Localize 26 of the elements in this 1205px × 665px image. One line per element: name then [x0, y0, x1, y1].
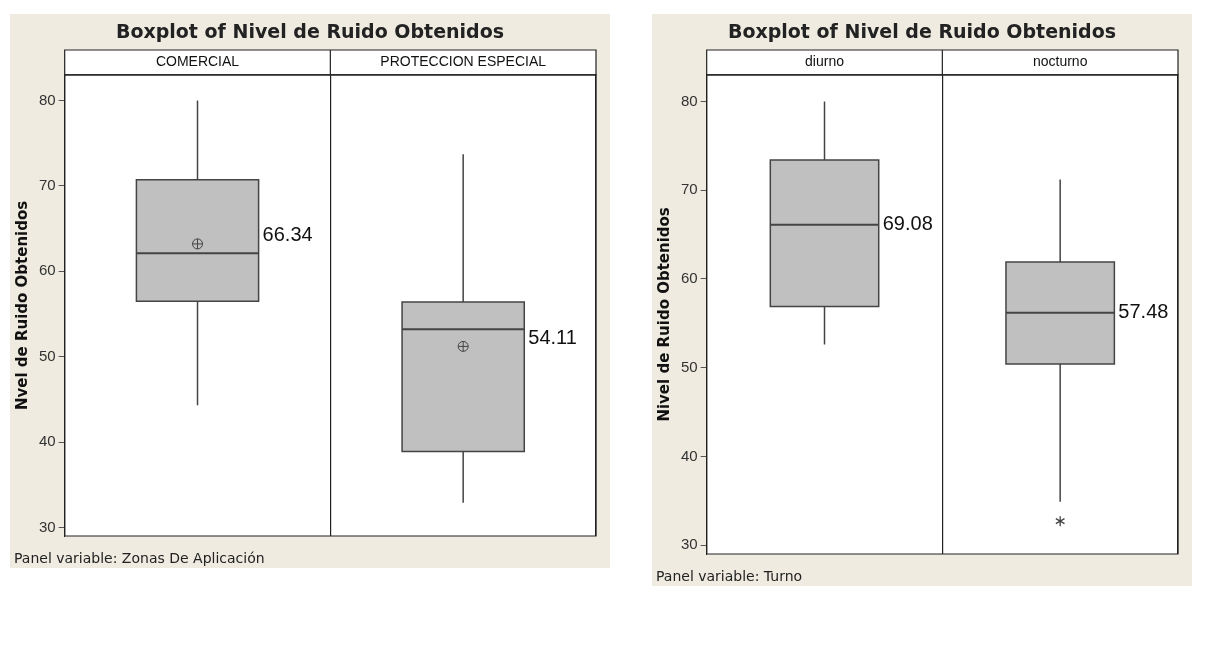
y-tick-label: 60: [39, 261, 56, 279]
chart-title: Boxplot of Nivel de Ruido Obtenidos: [726, 19, 1118, 44]
annotation: 69.08: [882, 212, 933, 235]
y-tick-label: 70: [681, 180, 698, 198]
y-tick-label: 80: [681, 91, 698, 109]
annotation: 57.48: [1118, 300, 1169, 323]
text: Panel variable: Turno: [655, 567, 804, 586]
y-tick-label: 60: [681, 269, 698, 287]
x-tick-label: nocturno: [1032, 53, 1088, 70]
y-axis-title: Nvel de Ruido Obtenidos: [12, 200, 31, 411]
y-tick-label: 70: [39, 175, 56, 193]
x-tick-label: PROTECCION ESPECIAL: [380, 53, 547, 70]
text: Panel variable: Zonas De Aplicación: [13, 549, 266, 568]
annotation: 54.11: [528, 325, 577, 348]
y-tick-label: 30: [681, 535, 698, 553]
y-tick-label: 50: [39, 346, 56, 364]
annotation: 66.34: [262, 223, 313, 246]
y-tick-label: 30: [39, 517, 56, 535]
y-axis-title: Nivel de Ruido Obtenidos: [654, 207, 673, 422]
chart-title: Boxplot of Nivel de Ruido Obtenidos: [114, 19, 506, 44]
x-tick-label: COMERCIAL: [155, 53, 240, 70]
y-tick-label: 50: [681, 357, 698, 375]
y-tick-label: 40: [39, 432, 56, 450]
x-tick-label: diurno: [805, 53, 845, 70]
y-tick-label: 80: [39, 90, 56, 108]
y-tick-label: 40: [681, 446, 698, 464]
